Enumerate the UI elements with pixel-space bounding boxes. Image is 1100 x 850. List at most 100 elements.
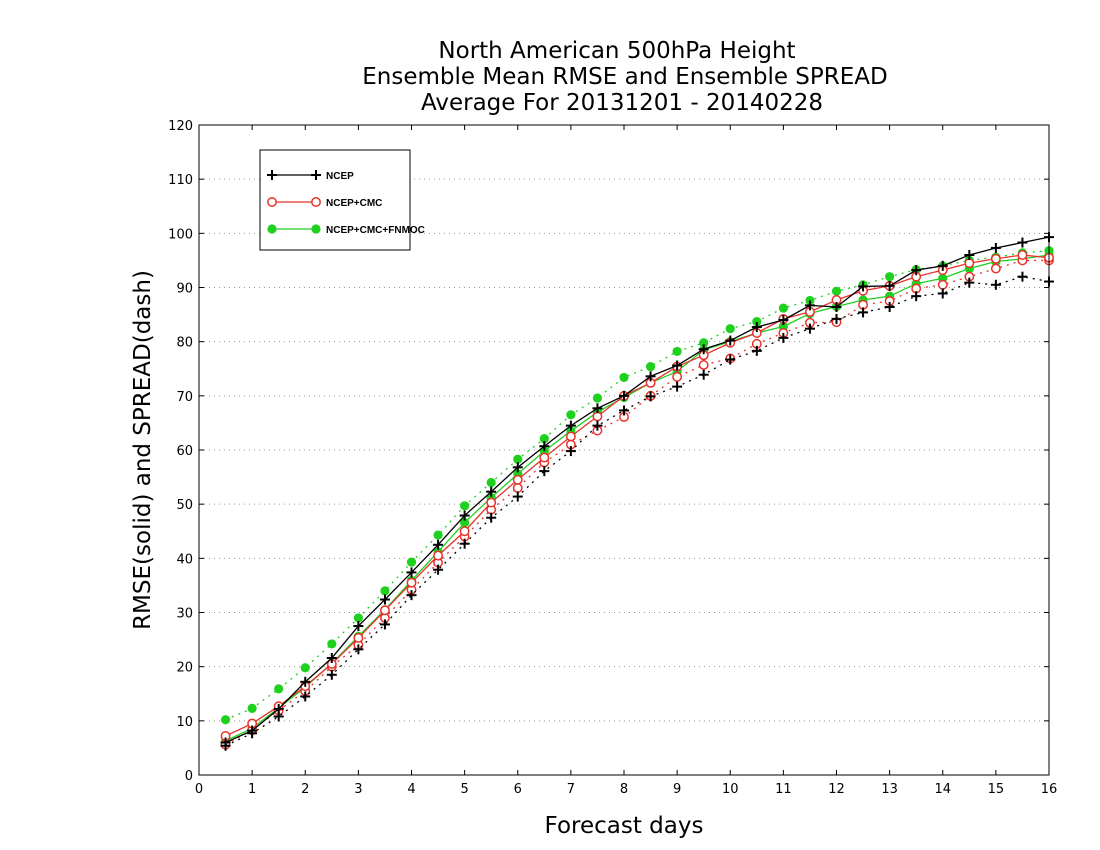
data-point-plus: [990, 242, 1001, 253]
data-point-filled-circle: [460, 501, 470, 511]
data-point-plus: [937, 260, 948, 271]
data-point-plus: [406, 567, 417, 578]
data-point-open-circle: [433, 550, 444, 561]
data-point-filled-circle: [885, 272, 895, 282]
data-point-plus: [512, 462, 523, 473]
data-point-plus: [247, 725, 258, 736]
data-point-filled-circle: [725, 324, 735, 334]
y-tick-label: 0: [185, 769, 193, 784]
x-tick-label: 4: [407, 782, 415, 797]
data-point-open-circle: [406, 577, 417, 588]
data-point-open-circle: [672, 371, 683, 382]
legend-items: NCEP NCEP+CMC NCEP+CMC+FNMOC: [267, 170, 425, 236]
legend: NCEP NCEP+CMC NCEP+CMC+FNMOC: [259, 149, 425, 251]
y-tick-label: 50: [176, 498, 193, 513]
x-axis: 0 1 2 3 4 5 6 7 8 9 10 11 12 13 14 15 16: [195, 125, 1057, 797]
legend-label: NCEP+CMC+FNMOC: [326, 225, 425, 236]
data-point-open-circle: [459, 526, 470, 537]
data-point-plus: [619, 390, 629, 401]
data-point-plus: [459, 538, 470, 549]
data-point-plus: [565, 420, 576, 431]
title-line-1: North American 500hPa Height: [438, 38, 795, 64]
x-tick-label: 14: [934, 782, 951, 797]
data-point-plus: [379, 619, 390, 630]
title-line-2: Ensemble Mean RMSE and Ensemble SPREAD: [362, 64, 887, 90]
data-point-filled-circle: [460, 517, 470, 528]
data-point-plus: [698, 369, 709, 380]
data-point-plus: [300, 676, 311, 687]
legend-label: NCEP+CMC: [326, 198, 382, 209]
data-point-plus: [645, 371, 656, 382]
data-point-plus: [725, 354, 736, 365]
data-point-plus: [433, 564, 444, 575]
y-tick-label: 100: [168, 227, 193, 242]
y-tick-label: 90: [176, 282, 193, 297]
legend-box: [259, 149, 411, 251]
data-point-plus: [300, 691, 311, 702]
data-point-open-circle: [937, 279, 948, 290]
data-point-plus: [858, 281, 869, 292]
title-line-3: Average For 20131201 - 20140228: [421, 90, 823, 116]
data-point-plus: [804, 323, 815, 334]
x-tick-label: 2: [301, 782, 309, 797]
x-tick-label: 13: [881, 782, 898, 797]
x-tick-label: 7: [567, 782, 575, 797]
x-tick-label: 16: [1041, 782, 1058, 797]
data-point-plus: [911, 291, 922, 302]
data-point-open-circle: [990, 263, 1001, 274]
data-point-plus: [751, 345, 762, 356]
data-point-plus: [1017, 271, 1028, 282]
data-point-plus: [778, 332, 789, 343]
data-point-filled-circle: [539, 434, 549, 444]
data-point-filled-circle: [353, 613, 363, 623]
data-point-open-circle: [353, 633, 364, 643]
data-point-plus: [884, 302, 895, 312]
data-point-plus: [619, 405, 629, 416]
x-tick-label: 10: [722, 782, 739, 797]
data-point-open-circle: [267, 197, 277, 207]
x-tick-label: 1: [248, 782, 256, 797]
data-point-open-circle: [592, 411, 603, 422]
data-point-plus: [884, 280, 895, 291]
data-point-plus: [486, 486, 497, 497]
data-point-filled-circle: [406, 557, 417, 567]
data-point-plus: [672, 360, 683, 371]
x-tick-label: 15: [988, 782, 1005, 797]
data-point-plus: [379, 594, 390, 605]
data-point-filled-circle: [433, 530, 443, 540]
data-point-open-circle: [964, 258, 975, 269]
data-point-plus: [512, 491, 523, 502]
data-point-open-circle: [539, 452, 550, 463]
y-tick-label: 120: [168, 119, 193, 134]
data-point-plus: [964, 250, 975, 260]
y-tick-label: 60: [176, 444, 193, 459]
series-line-spread: [225, 275, 1050, 747]
data-point-open-circle: [379, 605, 390, 616]
data-point-filled-circle: [247, 703, 257, 713]
data-point-plus: [672, 381, 683, 392]
series-ncep-cmc-fnmoc: [220, 246, 1054, 746]
data-point-filled-circle: [513, 454, 523, 464]
data-point-plus: [326, 669, 337, 680]
y-tick-label: 10: [176, 715, 193, 730]
data-point-filled-circle: [311, 224, 321, 234]
data-point-filled-circle: [267, 224, 277, 234]
data-point-plus: [778, 315, 789, 325]
data-point-plus: [751, 322, 762, 333]
data-point-plus: [592, 420, 603, 431]
data-point-plus: [459, 510, 470, 521]
data-point-plus: [273, 703, 284, 714]
data-point-plus: [565, 446, 576, 457]
data-point-plus: [326, 653, 337, 663]
data-point-plus: [353, 644, 364, 655]
data-point-open-circle: [698, 360, 709, 370]
series-line-rmse: [225, 254, 1050, 737]
data-point-filled-circle: [274, 684, 284, 694]
x-tick-label: 6: [514, 782, 522, 797]
data-point-filled-circle: [486, 477, 496, 488]
data-point-plus: [433, 539, 444, 550]
data-point-plus: [990, 279, 1001, 290]
data-point-open-circle: [512, 474, 523, 485]
data-point-plus: [698, 344, 709, 355]
series-ncep: [220, 232, 1054, 751]
